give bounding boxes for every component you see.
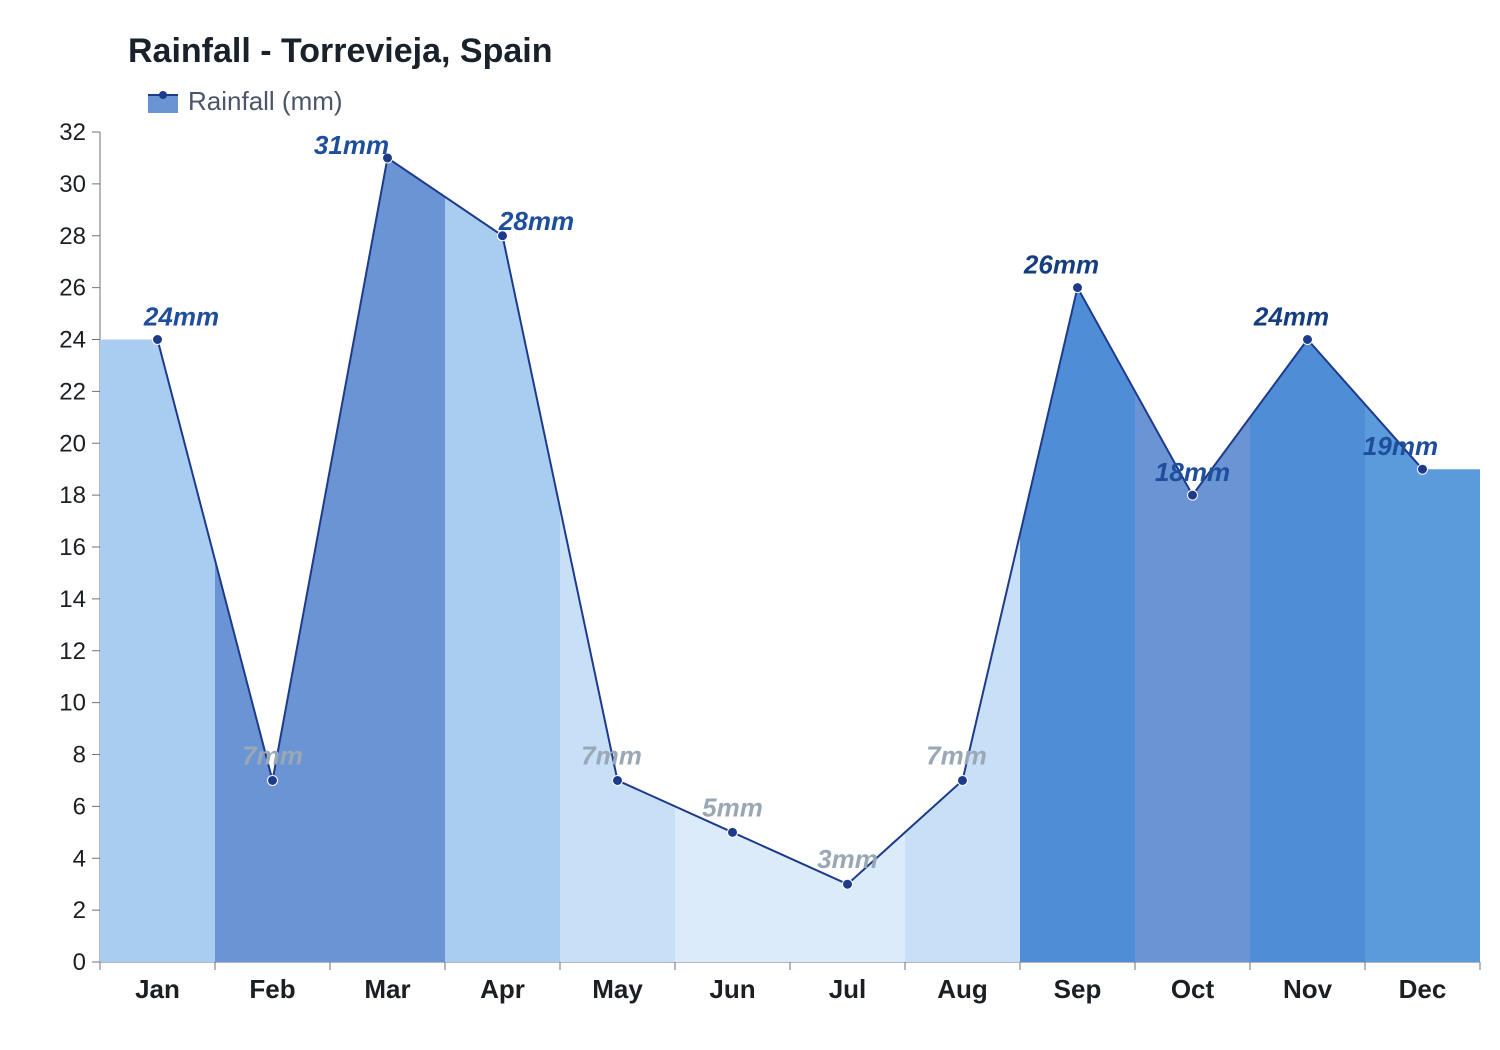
x-tick-label: Jul xyxy=(829,974,867,1004)
x-tick-label: Jan xyxy=(135,974,180,1004)
data-marker-icon xyxy=(1073,283,1083,293)
x-tick-label: Oct xyxy=(1171,974,1215,1004)
rainfall-chart: 02468101214161820222426283032JanFebMarAp… xyxy=(0,0,1500,1050)
legend-swatch xyxy=(148,91,178,113)
data-label: 3mm xyxy=(817,844,878,874)
area-segment xyxy=(1250,340,1365,963)
chart-title: Rainfall - Torrevieja, Spain xyxy=(128,32,553,71)
data-label: 24mm xyxy=(143,302,219,332)
area-segment xyxy=(330,158,445,962)
area-segment xyxy=(560,508,675,962)
x-tick-label: Nov xyxy=(1283,974,1333,1004)
y-tick-label: 8 xyxy=(73,742,86,769)
data-marker-icon xyxy=(1418,464,1428,474)
data-marker-icon xyxy=(1188,490,1198,500)
y-tick-label: 20 xyxy=(59,430,86,457)
x-tick-label: Dec xyxy=(1399,974,1447,1004)
data-label: 7mm xyxy=(242,740,303,770)
y-tick-label: 6 xyxy=(73,793,86,820)
data-label: 18mm xyxy=(1155,457,1230,487)
data-label: 24mm xyxy=(1253,302,1329,332)
y-tick-label: 30 xyxy=(59,171,86,198)
chart-legend: Rainfall (mm) xyxy=(148,86,343,117)
y-tick-label: 22 xyxy=(59,378,86,405)
y-tick-label: 2 xyxy=(73,897,86,924)
y-tick-label: 28 xyxy=(59,223,86,250)
x-tick-label: Mar xyxy=(364,974,410,1004)
area-segment xyxy=(1020,288,1135,962)
x-tick-label: Feb xyxy=(249,974,295,1004)
data-label: 28mm xyxy=(498,206,574,236)
x-tick-label: May xyxy=(592,974,643,1004)
data-label: 7mm xyxy=(581,740,642,770)
data-marker-icon xyxy=(1303,335,1313,345)
y-tick-label: 14 xyxy=(59,586,86,613)
data-label: 26mm xyxy=(1023,250,1099,280)
data-marker-icon xyxy=(958,775,968,785)
y-tick-label: 12 xyxy=(59,638,86,665)
y-tick-label: 26 xyxy=(59,275,86,302)
y-tick-label: 32 xyxy=(59,119,86,146)
y-tick-label: 10 xyxy=(59,690,86,717)
legend-label: Rainfall (mm) xyxy=(188,86,343,117)
area-segment xyxy=(1365,404,1480,962)
y-tick-label: 4 xyxy=(73,845,86,872)
data-label: 19mm xyxy=(1363,431,1438,461)
x-tick-label: Aug xyxy=(937,974,988,1004)
data-label: 5mm xyxy=(702,792,763,822)
data-marker-icon xyxy=(728,827,738,837)
y-tick-label: 24 xyxy=(59,327,86,354)
data-marker-icon xyxy=(268,775,278,785)
x-tick-label: Apr xyxy=(480,974,525,1004)
area-segment xyxy=(215,469,330,962)
y-tick-label: 16 xyxy=(59,534,86,561)
y-tick-label: 18 xyxy=(59,482,86,509)
data-marker-icon xyxy=(153,335,163,345)
data-label: 7mm xyxy=(926,740,987,770)
data-marker-icon xyxy=(613,775,623,785)
legend-marker-icon xyxy=(159,91,167,99)
y-tick-label: 0 xyxy=(73,949,86,976)
x-tick-label: Jun xyxy=(709,974,755,1004)
x-tick-label: Sep xyxy=(1054,974,1102,1004)
rainfall-chart-container: Rainfall - Torrevieja, Spain Rainfall (m… xyxy=(0,0,1500,1050)
area-segment xyxy=(100,340,215,963)
data-marker-icon xyxy=(843,879,853,889)
area-segment xyxy=(445,197,560,962)
data-label: 31mm xyxy=(314,130,389,160)
